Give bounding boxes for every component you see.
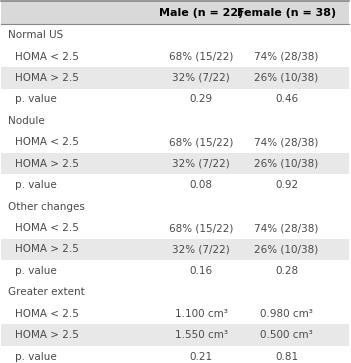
Text: p. value: p. value [15, 94, 57, 105]
Bar [1, 325, 349, 346]
Text: 68% (15/22): 68% (15/22) [169, 137, 233, 147]
Bar [1, 131, 349, 153]
Bar [1, 239, 349, 260]
Text: p. value: p. value [15, 180, 57, 190]
Bar [1, 346, 349, 363]
Text: Male (n = 22): Male (n = 22) [159, 8, 243, 18]
Text: HOMA < 2.5: HOMA < 2.5 [15, 223, 79, 233]
Text: 0.08: 0.08 [190, 180, 213, 190]
Text: 0.980 cm³: 0.980 cm³ [260, 309, 313, 319]
Text: HOMA < 2.5: HOMA < 2.5 [15, 309, 79, 319]
Bar [1, 67, 349, 89]
Bar [1, 175, 349, 196]
Text: 32% (7/22): 32% (7/22) [172, 73, 230, 83]
Bar [1, 1, 349, 24]
Text: 0.21: 0.21 [190, 352, 213, 362]
Text: 26% (10/38): 26% (10/38) [254, 73, 319, 83]
Bar [1, 24, 349, 46]
Text: 32% (7/22): 32% (7/22) [172, 244, 230, 254]
Text: Normal US: Normal US [8, 30, 64, 40]
Text: 32% (7/22): 32% (7/22) [172, 159, 230, 169]
Text: 74% (28/38): 74% (28/38) [254, 137, 319, 147]
Text: HOMA > 2.5: HOMA > 2.5 [15, 159, 79, 169]
Text: Nodule: Nodule [8, 116, 45, 126]
Bar [1, 89, 349, 110]
Text: 1.100 cm³: 1.100 cm³ [175, 309, 228, 319]
Text: HOMA > 2.5: HOMA > 2.5 [15, 244, 79, 254]
Text: Other changes: Other changes [8, 201, 85, 212]
Bar [1, 260, 349, 282]
Text: 68% (15/22): 68% (15/22) [169, 223, 233, 233]
Bar [1, 282, 349, 303]
Text: 0.81: 0.81 [275, 352, 298, 362]
Text: HOMA > 2.5: HOMA > 2.5 [15, 73, 79, 83]
Bar [1, 196, 349, 217]
Text: 26% (10/38): 26% (10/38) [254, 244, 319, 254]
Text: p. value: p. value [15, 352, 57, 362]
Text: HOMA < 2.5: HOMA < 2.5 [15, 137, 79, 147]
Text: HOMA > 2.5: HOMA > 2.5 [15, 330, 79, 340]
Text: 1.550 cm³: 1.550 cm³ [175, 330, 228, 340]
Text: Greater extent: Greater extent [8, 287, 85, 297]
Text: 74% (28/38): 74% (28/38) [254, 223, 319, 233]
Bar [1, 110, 349, 131]
Text: 0.46: 0.46 [275, 94, 298, 105]
Text: 0.28: 0.28 [275, 266, 298, 276]
Text: HOMA < 2.5: HOMA < 2.5 [15, 52, 79, 62]
Text: 0.92: 0.92 [275, 180, 298, 190]
Text: Female (n = 38): Female (n = 38) [237, 8, 336, 18]
Text: p. value: p. value [15, 266, 57, 276]
Text: 0.16: 0.16 [190, 266, 213, 276]
Bar [1, 217, 349, 239]
Bar [1, 153, 349, 175]
Text: 0.500 cm³: 0.500 cm³ [260, 330, 313, 340]
Text: 0.29: 0.29 [190, 94, 213, 105]
Bar [1, 303, 349, 325]
Text: 74% (28/38): 74% (28/38) [254, 52, 319, 62]
Bar [1, 46, 349, 67]
Text: 68% (15/22): 68% (15/22) [169, 52, 233, 62]
Text: 26% (10/38): 26% (10/38) [254, 159, 319, 169]
